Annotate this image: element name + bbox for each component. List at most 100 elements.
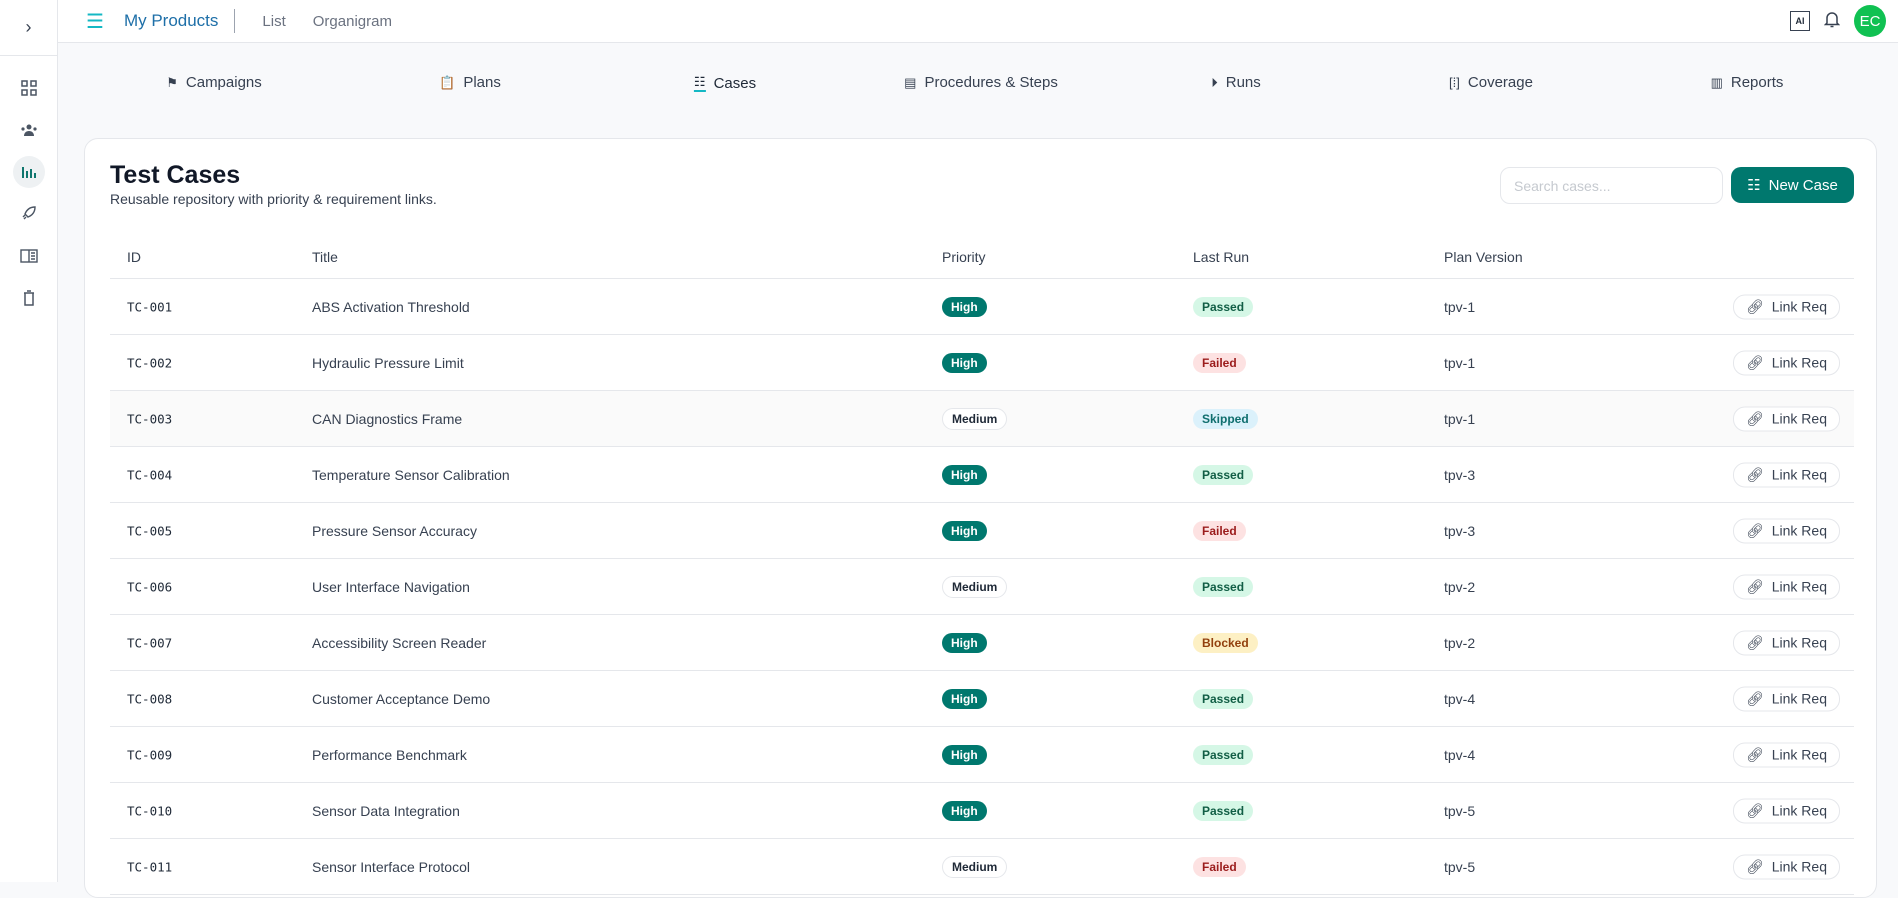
report-icon: ▥ (1710, 74, 1723, 90)
link-icon: 🔗︎ (1745, 522, 1764, 538)
table-row[interactable]: TC-008 Customer Acceptance Demo High Pas… (110, 671, 1854, 727)
case-id: TC-002 (127, 355, 173, 370)
status-badge: Skipped (1193, 408, 1258, 429)
page-subtitle: Reusable repository with priority & requ… (110, 191, 437, 207)
link-req-button[interactable]: 🔗︎ Link Req (1732, 350, 1840, 375)
case-title: User Interface Navigation (312, 578, 470, 595)
status-badge: Failed (1193, 352, 1246, 373)
link-icon: 🔗︎ (1745, 466, 1764, 482)
case-title: Customer Acceptance Demo (312, 690, 491, 707)
table-row[interactable]: TC-005 Pressure Sensor Accuracy High Fai… (110, 503, 1854, 559)
plan-version: tpv-2 (1444, 634, 1476, 651)
table-row[interactable]: TC-011 Sensor Interface Protocol Medium … (110, 839, 1854, 895)
plan-version: tpv-1 (1444, 298, 1476, 315)
brand-title[interactable]: My Products (124, 9, 236, 33)
case-id: TC-011 (127, 859, 173, 874)
tab-cases[interactable]: ☷ Cases (693, 74, 757, 92)
list-icon: ☷ (693, 74, 706, 92)
book-icon[interactable] (13, 240, 45, 272)
status-badge: Passed (1193, 576, 1254, 597)
expand-sidebar-button[interactable]: › (0, 0, 57, 56)
status-badge: Passed (1193, 464, 1254, 485)
link-req-button[interactable]: 🔗︎ Link Req (1732, 686, 1840, 711)
link-req-button[interactable]: 🔗︎ Link Req (1732, 294, 1840, 319)
nav-link-list[interactable]: List (262, 12, 286, 30)
priority-badge: High (942, 464, 987, 485)
dashboard-icon[interactable] (13, 72, 45, 104)
link-req-button[interactable]: 🔗︎ Link Req (1732, 798, 1840, 823)
plan-version: tpv-4 (1444, 690, 1476, 707)
link-req-button[interactable]: 🔗︎ Link Req (1732, 630, 1840, 655)
ai-assistant-icon[interactable]: AI (1790, 11, 1810, 31)
tab-reports[interactable]: ▥ Reports (1710, 74, 1784, 91)
table-row[interactable]: TC-007 Accessibility Screen Reader High … (110, 615, 1854, 671)
column-header-id[interactable]: ID (127, 248, 141, 265)
case-title: Accessibility Screen Reader (312, 634, 487, 651)
priority-badge: Medium (942, 407, 1008, 430)
table-row[interactable]: TC-002 Hydraulic Pressure Limit High Fai… (110, 335, 1854, 391)
case-id: TC-004 (127, 467, 173, 482)
priority-badge: High (942, 352, 987, 373)
test-cases-card: Test Cases Reusable repository with prio… (84, 138, 1877, 898)
priority-badge: High (942, 688, 987, 709)
analytics-icon[interactable] (12, 156, 45, 188)
flag-icon: ⚑ (166, 74, 178, 90)
table-row[interactable]: TC-009 Performance Benchmark High Passed… (110, 727, 1854, 783)
clipboard-icon: 📋 (439, 74, 456, 90)
team-icon[interactable] (13, 114, 45, 146)
plan-version: tpv-2 (1444, 578, 1476, 595)
priority-badge: High (942, 296, 987, 317)
link-req-button[interactable]: 🔗︎ Link Req (1732, 518, 1840, 543)
table-row[interactable]: TC-010 Sensor Data Integration High Pass… (110, 783, 1854, 839)
coverage-icon: [⁞] (1449, 75, 1460, 90)
table-row[interactable]: TC-004 Temperature Sensor Calibration Hi… (110, 447, 1854, 503)
status-badge: Passed (1193, 800, 1254, 821)
tab-runs[interactable]: ⏵ Runs (1211, 74, 1261, 91)
bell-icon[interactable] (1823, 10, 1841, 33)
case-title: CAN Diagnostics Frame (312, 410, 463, 427)
status-badge: Passed (1193, 688, 1254, 709)
case-title: Sensor Data Integration (312, 802, 460, 819)
tab-coverage[interactable]: [⁞] Coverage (1449, 74, 1533, 91)
priority-badge: High (942, 800, 987, 821)
list-icon: ☷ (1747, 177, 1761, 194)
nav-link-organigram[interactable]: Organigram (312, 12, 392, 30)
tab-campaigns[interactable]: ⚑ Campaigns (166, 74, 262, 91)
case-title: ABS Activation Threshold (312, 298, 470, 315)
priority-badge: Medium (942, 575, 1008, 598)
tab-plans[interactable]: 📋 Plans (439, 74, 501, 91)
column-header-last-run[interactable]: Last Run (1193, 248, 1250, 265)
rocket-icon[interactable] (13, 198, 45, 230)
column-header-plan-version[interactable]: Plan Version (1444, 248, 1523, 265)
link-req-button[interactable]: 🔗︎ Link Req (1732, 462, 1840, 487)
status-badge: Failed (1193, 520, 1246, 541)
case-title: Performance Benchmark (312, 746, 467, 763)
trash-icon[interactable] (13, 282, 45, 314)
table-row[interactable]: TC-001 ABS Activation Threshold High Pas… (110, 279, 1854, 335)
column-header-title[interactable]: Title (312, 248, 338, 265)
link-req-button[interactable]: 🔗︎ Link Req (1732, 406, 1840, 431)
play-circle-icon: ⏵ (1211, 74, 1218, 90)
tab-procedures-steps[interactable]: ▤ Procedures & Steps (904, 74, 1058, 91)
priority-badge: High (942, 632, 987, 653)
table-row[interactable]: TC-003 CAN Diagnostics Frame Medium Skip… (110, 391, 1854, 447)
link-icon: 🔗︎ (1745, 802, 1764, 818)
new-case-button[interactable]: ☷ New Case (1731, 167, 1854, 203)
status-badge: Passed (1193, 296, 1254, 317)
link-icon: 🔗︎ (1745, 578, 1764, 594)
link-req-button[interactable]: 🔗︎ Link Req (1732, 854, 1840, 879)
link-req-button[interactable]: 🔗︎ Link Req (1732, 574, 1840, 599)
hamburger-menu-icon[interactable]: ☰ (86, 10, 104, 33)
column-header-priority[interactable]: Priority (942, 248, 986, 265)
case-id: TC-010 (127, 803, 173, 818)
scroll-icon: ▤ (904, 74, 917, 90)
plan-version: tpv-5 (1444, 858, 1476, 875)
case-id: TC-003 (127, 411, 173, 426)
avatar[interactable]: EC (1854, 5, 1886, 37)
link-icon: 🔗︎ (1745, 354, 1764, 370)
link-req-button[interactable]: 🔗︎ Link Req (1732, 742, 1840, 767)
table-row[interactable]: TC-006 User Interface Navigation Medium … (110, 559, 1854, 615)
plan-version: tpv-3 (1444, 522, 1476, 539)
status-badge: Blocked (1193, 632, 1258, 653)
search-input[interactable] (1500, 167, 1723, 204)
